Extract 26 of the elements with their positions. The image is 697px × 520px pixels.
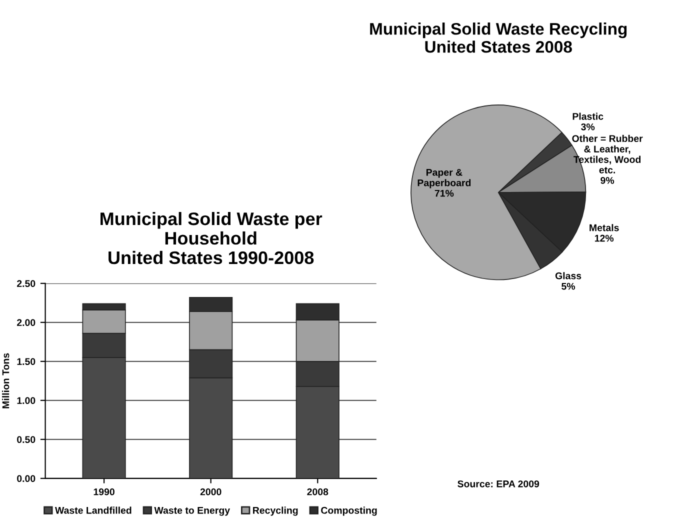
- y-tick-label: 0.50: [17, 436, 36, 444]
- data-label: 5%: [562, 282, 576, 290]
- chart-title: Municipal Solid Waste per Household United States 1990-2008: [100, 212, 322, 264]
- data-label: 12%: [594, 234, 614, 242]
- y-tick-label: 0.00: [17, 475, 36, 482]
- legend-label: Recycling: [253, 506, 298, 516]
- data-label: 3%: [581, 123, 595, 130]
- slice-label: Metals: [590, 224, 619, 232]
- source-note: Source: EPA 2009: [458, 480, 540, 488]
- y-axis-title: Million Tons: [2, 353, 10, 408]
- data-label: 9%: [600, 177, 614, 184]
- legend-label: Composting: [321, 506, 377, 516]
- slice-label: Plastic: [572, 112, 604, 120]
- y-tick-label: 1.50: [17, 358, 36, 366]
- slice-label: Glass: [555, 272, 582, 280]
- y-tick-label: 2.50: [17, 280, 36, 288]
- x-tick-label: 2000: [200, 488, 222, 496]
- chart-title: Municipal Solid Waste Recycling United States 2008: [370, 22, 627, 53]
- y-tick-label: 2.00: [17, 319, 36, 326]
- legend-label: Waste to Energy: [154, 507, 230, 516]
- x-tick-label: 2008: [307, 488, 328, 496]
- slice-label: Paper & Paperboard: [418, 168, 471, 188]
- x-tick-label: 1990: [94, 488, 114, 496]
- data-label: 71%: [434, 190, 454, 197]
- legend-label: Waste Landfilled: [55, 506, 132, 514]
- y-tick-label: 1.00: [17, 397, 36, 404]
